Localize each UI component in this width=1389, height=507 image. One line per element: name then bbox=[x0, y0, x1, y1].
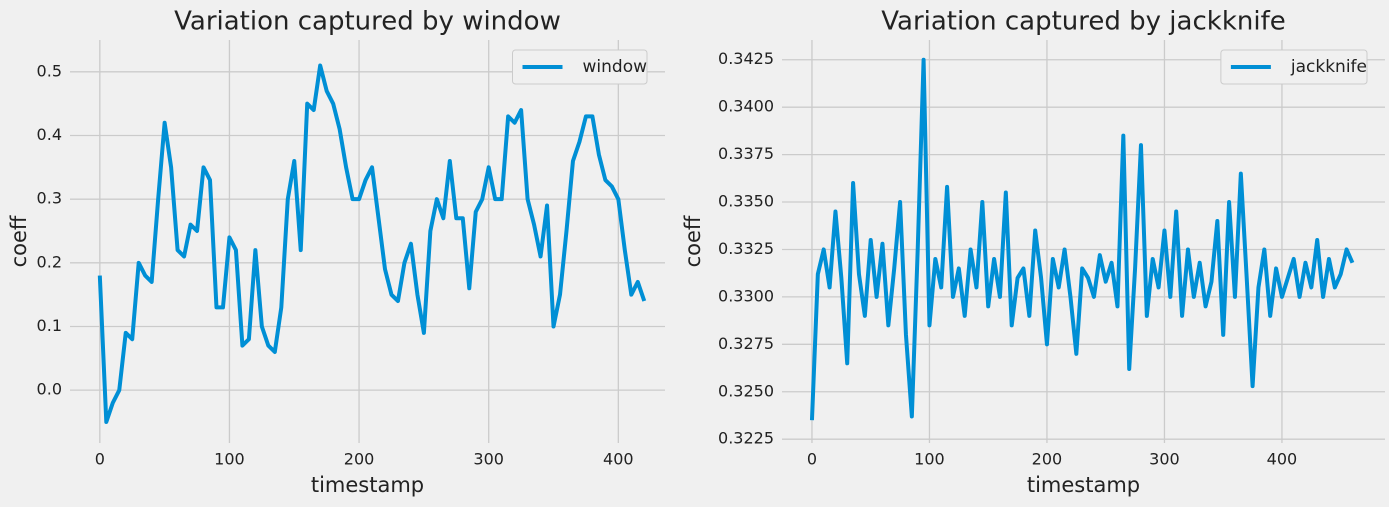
data-line bbox=[97, 63, 647, 424]
x-axis-label: timestamp bbox=[1027, 473, 1140, 497]
x-tick-label: 300 bbox=[1149, 450, 1180, 469]
y-axis-label: coeff bbox=[7, 215, 31, 267]
y-tick-label: 0.3300 bbox=[718, 286, 774, 305]
y-tick-label: 0.3400 bbox=[718, 97, 774, 116]
chart-title: Variation captured by jackknife bbox=[881, 7, 1285, 37]
subplot: 0.3225 0.3250 0.3275 0.3300 0.3325 0.3350 0.33… bbox=[681, 7, 1385, 497]
y-tick-label: 0.3425 bbox=[718, 49, 774, 68]
legend: jackknife bbox=[1220, 49, 1368, 85]
subplot: 0.0 0.1 0.2 0.3 0.4 0.5 0 100 200 300 400 Variation… bbox=[7, 7, 665, 497]
y-tick-label: 0.3275 bbox=[718, 334, 774, 353]
legend-box bbox=[1220, 49, 1368, 85]
y-tick-label: 0.3375 bbox=[718, 144, 774, 163]
data-line bbox=[809, 57, 1355, 421]
x-tick-label: 400 bbox=[1267, 450, 1298, 469]
x-tick-label: 100 bbox=[914, 450, 945, 469]
x-tick-label: 200 bbox=[1032, 450, 1063, 469]
chart-title: Variation captured by window bbox=[174, 7, 561, 37]
y-tick-label: 0.4 bbox=[37, 125, 62, 144]
x-tick-label: 0 bbox=[807, 450, 817, 469]
legend-label: window bbox=[583, 57, 648, 77]
y-tick-label: 0.3225 bbox=[718, 429, 774, 448]
x-tick-label: 300 bbox=[473, 450, 504, 469]
y-axis-label: coeff bbox=[681, 215, 705, 267]
y-tick-label: 0.3 bbox=[37, 189, 62, 208]
x-tick-label: 200 bbox=[344, 450, 375, 469]
x-tick-label: 400 bbox=[603, 450, 634, 469]
x-tick-label: 100 bbox=[214, 450, 245, 469]
y-tick-label: 0.3250 bbox=[718, 381, 774, 400]
y-tick-label: 0.2 bbox=[37, 252, 62, 271]
legend: window bbox=[512, 49, 648, 85]
y-tick-label: 0.3350 bbox=[718, 192, 774, 211]
y-tick-label: 0.5 bbox=[37, 61, 62, 80]
y-tick-label: 0.0 bbox=[37, 380, 62, 399]
legend-box bbox=[512, 49, 648, 85]
legend-label: jackknife bbox=[1290, 57, 1367, 77]
y-tick-label: 0.1 bbox=[37, 316, 62, 335]
x-axis-label: timestamp bbox=[311, 473, 424, 497]
x-tick-label: 0 bbox=[95, 450, 105, 469]
y-tick-label: 0.3325 bbox=[718, 239, 774, 258]
